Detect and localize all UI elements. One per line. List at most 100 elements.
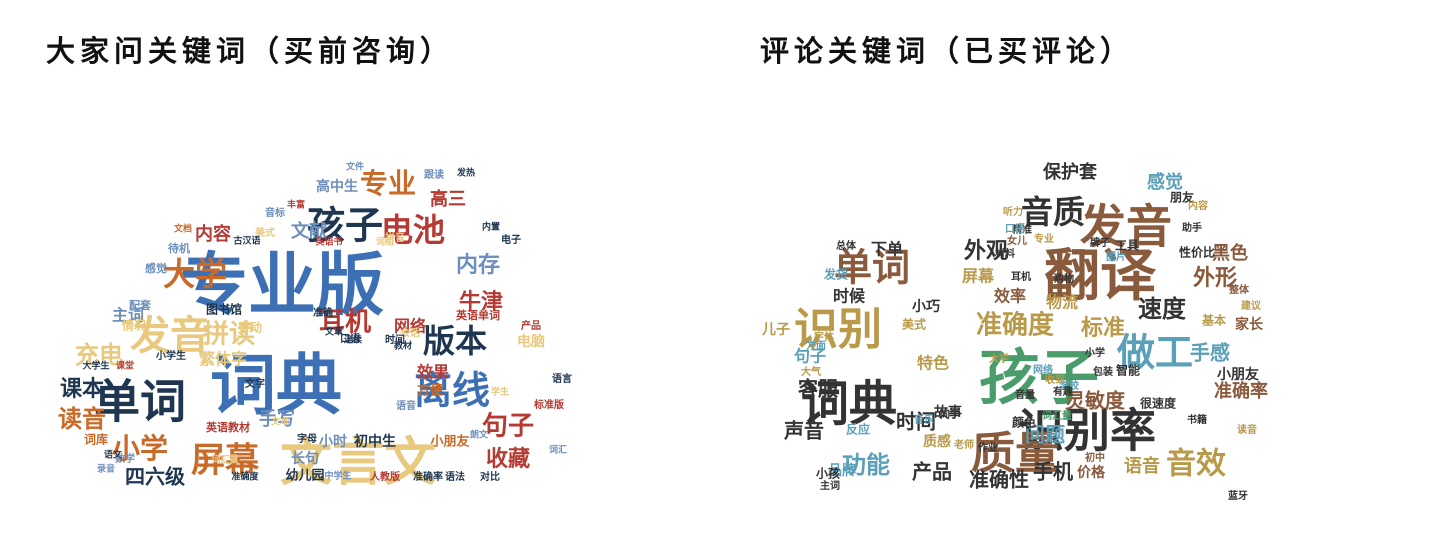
word-41: 家长 xyxy=(1235,316,1264,333)
word-18: 牛津 xyxy=(459,289,503,315)
word-81: 整体 xyxy=(1228,283,1250,296)
word-80: 发热 xyxy=(456,167,475,179)
word-53: 小孩 xyxy=(816,466,840,481)
word-66: 总体 xyxy=(836,239,857,252)
word-21: 手感 xyxy=(1190,341,1230,365)
word-23: 四六级 xyxy=(125,465,185,489)
word-29: 效果 xyxy=(417,363,449,382)
word-2: 词典 xyxy=(801,376,897,432)
word-33: 小时 xyxy=(319,433,347,450)
word-28: 繁体字 xyxy=(198,350,247,369)
word-79: 文件 xyxy=(345,161,364,173)
word-74: 古汉语 xyxy=(233,235,260,247)
word-81: 内置 xyxy=(482,221,500,233)
word-35: 电脑 xyxy=(517,333,545,350)
word-73: 听力 xyxy=(1003,205,1023,218)
word-78: 文档 xyxy=(173,223,192,235)
word-74: 词汇量 xyxy=(1042,409,1072,422)
word-78: 老师 xyxy=(953,438,974,451)
word-70: 准确度 xyxy=(231,471,259,483)
word-63: 作业 xyxy=(978,441,998,454)
word-60: 发货 xyxy=(823,267,848,282)
word-66: 标准版 xyxy=(533,398,564,411)
word-34: 初中生 xyxy=(354,433,396,450)
word-27: 手机 xyxy=(1033,460,1073,484)
word-10: 音效 xyxy=(1166,447,1226,482)
word-83: 连续 xyxy=(344,334,362,346)
word-13: 速度 xyxy=(1138,295,1187,323)
word-16: 标准 xyxy=(1081,315,1125,341)
word-89: 材料 xyxy=(995,247,1015,260)
word-32: 效率 xyxy=(994,287,1026,306)
word-88: 朗文 xyxy=(470,429,489,441)
word-15: 充电 xyxy=(75,341,123,369)
word-65: 读音 xyxy=(1237,423,1257,436)
word-83: 方面 xyxy=(806,339,826,352)
word-51: 小学生 xyxy=(155,349,186,362)
word-2: 单词 xyxy=(94,375,186,429)
word-39: 英语单词 xyxy=(455,308,500,322)
word-25: 声音 xyxy=(783,419,824,443)
word-48: 跟读 xyxy=(424,168,444,181)
word-46: 很速度 xyxy=(1139,396,1177,411)
word-55: 音标 xyxy=(265,206,285,219)
panel-review-keywords: 评论关键词（已买评论） 翻译 孩子 词典 识别率 发音 质量 识别 单词 做工 音质 音效 准确度 功能… xyxy=(716,0,1433,548)
word-8: 做工 xyxy=(1116,331,1193,375)
word-38: 质感 xyxy=(923,433,951,450)
word-1: 孩子 xyxy=(979,344,1099,414)
word-5: 孩子 xyxy=(307,204,383,248)
word-23: 感觉 xyxy=(1147,171,1183,193)
word-10: 版本 xyxy=(423,322,487,360)
word-29: 保护套 xyxy=(1042,161,1097,183)
word-11: 准确度 xyxy=(976,310,1054,341)
word-19: 句子 xyxy=(482,412,534,442)
word-75: 英语书 xyxy=(314,236,342,248)
word-62: 准确 xyxy=(313,306,333,319)
word-45: 小巧 xyxy=(912,299,940,315)
word-0: 专业版 xyxy=(180,247,384,326)
word-80: 包装 xyxy=(1093,365,1113,378)
word-5: 质量 xyxy=(971,428,1059,479)
word-37: 图书馆 xyxy=(206,302,242,317)
word-85: 词汇 xyxy=(549,444,567,456)
word-9: 电池 xyxy=(381,211,445,249)
word-61: 精准 xyxy=(1012,223,1032,236)
word-86: 蓝牙 xyxy=(1228,489,1248,502)
word-25: 文献 xyxy=(291,220,327,242)
panel-title: 大家问关键词（买前咨询） xyxy=(46,34,455,68)
word-68: 网络 xyxy=(1033,363,1053,376)
word-67: 准确率 xyxy=(413,470,443,483)
word-21: 内容 xyxy=(195,223,231,245)
word-13: 课本 xyxy=(60,377,104,402)
word-15: 外观 xyxy=(964,238,1008,264)
word-71: 词汇量 xyxy=(211,454,238,466)
word-34: 特色 xyxy=(917,354,949,373)
word-38: 手动 xyxy=(238,320,262,335)
word-64: 语法 xyxy=(445,470,465,483)
word-16: 读音 xyxy=(58,405,106,433)
word-45: 配套 xyxy=(129,298,152,312)
word-36: 情况 xyxy=(122,318,146,333)
word-69: 中学生 xyxy=(324,470,351,482)
word-88: 字体 xyxy=(814,330,835,343)
word-22: 收藏 xyxy=(486,446,530,472)
word-86: 语文 xyxy=(104,449,123,461)
word-26: 高三 xyxy=(430,188,466,210)
word-27: 主词 xyxy=(112,306,144,325)
word-7: 屏幕 xyxy=(191,441,260,481)
word-6: 离线 xyxy=(414,369,490,413)
word-6: 识别 xyxy=(794,304,882,355)
word-30: 网络 xyxy=(394,317,426,336)
word-56: 拼音 xyxy=(385,231,405,244)
word-32: 长句 xyxy=(291,450,319,467)
word-4: 发音 xyxy=(1080,200,1172,254)
word-82: 丰富 xyxy=(287,199,305,211)
word-43: 儿子 xyxy=(761,322,790,338)
word-69: 专业 xyxy=(1034,232,1054,245)
word-79: 学校 xyxy=(1059,379,1080,392)
word-44: 价格 xyxy=(1077,464,1106,481)
word-56: 购物 xyxy=(1054,272,1074,285)
word-71: 内容 xyxy=(1188,199,1208,212)
word-72: 口语 xyxy=(1005,222,1025,235)
word-61: 美式 xyxy=(255,226,275,239)
